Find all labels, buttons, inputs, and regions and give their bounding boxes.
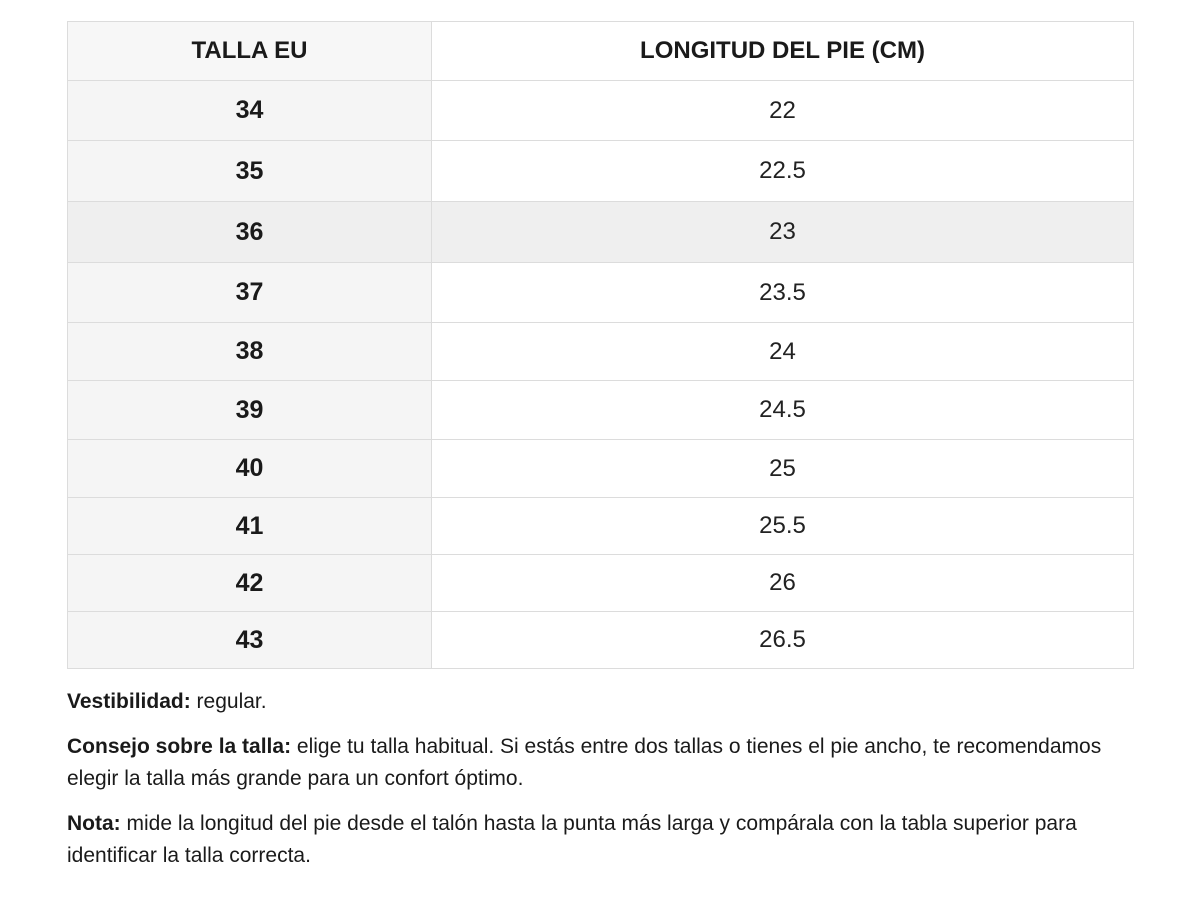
foot-length-cell: 22 xyxy=(431,80,1134,141)
size-advice-note: Consejo sobre la talla: elige tu talla h… xyxy=(67,731,1137,795)
table-header-row: TALLA EU LONGITUD DEL PIE (CM) xyxy=(67,21,1134,81)
fit-label: Vestibilidad: xyxy=(67,690,191,713)
table-row: 42 26 xyxy=(67,554,1134,612)
table-row: 43 26.5 xyxy=(67,611,1134,669)
foot-length-cell: 26.5 xyxy=(431,611,1134,669)
header-eu-size: TALLA EU xyxy=(67,21,432,81)
eu-size-cell: 42 xyxy=(67,554,432,612)
eu-size-cell: 43 xyxy=(67,611,432,669)
note-text: mide la longitud del pie desde el talón … xyxy=(67,812,1077,867)
table-row: 34 22 xyxy=(67,80,1134,141)
eu-size-cell: 35 xyxy=(67,140,432,202)
foot-length-cell: 23 xyxy=(431,201,1134,263)
table-row: 41 25.5 xyxy=(67,497,1134,555)
foot-length-cell: 23.5 xyxy=(431,262,1134,323)
table-row: 37 23.5 xyxy=(67,262,1134,323)
foot-length-cell: 26 xyxy=(431,554,1134,612)
eu-size-cell: 37 xyxy=(67,262,432,323)
eu-size-cell: 39 xyxy=(67,380,432,440)
fit-note: Vestibilidad: regular. xyxy=(67,686,1137,718)
eu-size-cell: 34 xyxy=(67,80,432,141)
note-label: Nota: xyxy=(67,812,121,835)
advice-label: Consejo sobre la talla: xyxy=(67,735,292,758)
foot-length-cell: 22.5 xyxy=(431,140,1134,202)
header-foot-length: LONGITUD DEL PIE (CM) xyxy=(431,21,1134,81)
size-notes: Vestibilidad: regular. Consejo sobre la … xyxy=(67,686,1137,885)
eu-size-cell: 40 xyxy=(67,439,432,498)
eu-size-cell: 38 xyxy=(67,322,432,381)
foot-length-cell: 25 xyxy=(431,439,1134,498)
size-chart-table: TALLA EU LONGITUD DEL PIE (CM) 34 22 35 … xyxy=(67,21,1134,669)
eu-size-cell: 36 xyxy=(67,201,432,263)
table-row: 38 24 xyxy=(67,322,1134,381)
advice-text: elige tu talla habitual. Si estás entre … xyxy=(67,735,1102,790)
foot-length-cell: 24 xyxy=(431,322,1134,381)
table-row: 39 24.5 xyxy=(67,380,1134,440)
eu-size-cell: 41 xyxy=(67,497,432,555)
table-row-highlighted: 36 23 xyxy=(67,201,1134,263)
foot-length-cell: 24.5 xyxy=(431,380,1134,440)
measure-note: Nota: mide la longitud del pie desde el … xyxy=(67,808,1137,872)
fit-text: regular. xyxy=(190,690,267,713)
table-row: 40 25 xyxy=(67,439,1134,498)
foot-length-cell: 25.5 xyxy=(431,497,1134,555)
table-row: 35 22.5 xyxy=(67,140,1134,202)
